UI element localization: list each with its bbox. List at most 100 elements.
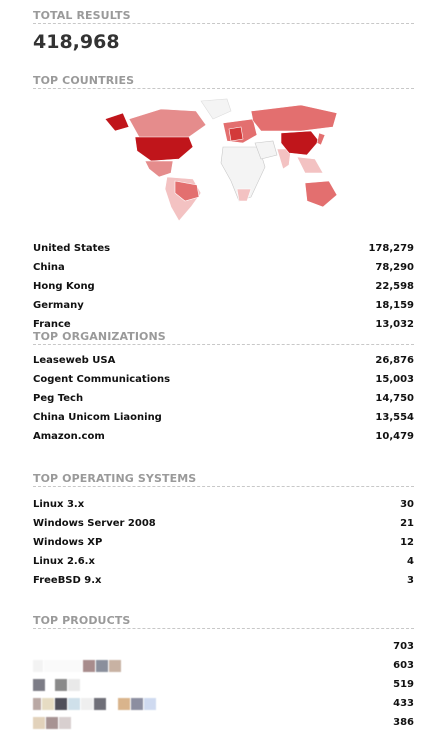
list-item[interactable]: China 78,290 bbox=[33, 258, 414, 277]
pixel-block bbox=[33, 678, 45, 691]
organization-count: 13,554 bbox=[375, 412, 414, 423]
os-name[interactable]: Linux 3.x bbox=[33, 499, 85, 510]
map-region-middle-east[interactable] bbox=[254, 140, 278, 160]
list-item[interactable]: Hong Kong 22,598 bbox=[33, 277, 414, 296]
pixel-block bbox=[55, 697, 67, 710]
map-region-alaska[interactable] bbox=[104, 112, 130, 132]
organization-count: 10,479 bbox=[375, 431, 414, 442]
pixel-block bbox=[83, 659, 95, 672]
top-organizations-section: TOP ORGANIZATIONS Leaseweb USA 26,876 Co… bbox=[33, 329, 414, 446]
product-count: 519 bbox=[393, 679, 414, 690]
map-region-russia[interactable] bbox=[250, 104, 338, 132]
os-list: Linux 3.x 30 Windows Server 2008 21 Wind… bbox=[33, 495, 414, 590]
product-count: 386 bbox=[393, 717, 414, 728]
os-name[interactable]: Windows Server 2008 bbox=[33, 518, 156, 529]
list-item[interactable]: Germany 18,159 bbox=[33, 296, 414, 315]
country-count: 78,290 bbox=[375, 262, 414, 273]
map-region-south-africa[interactable] bbox=[236, 188, 252, 202]
world-map bbox=[101, 97, 341, 225]
product-count: 703 bbox=[393, 641, 414, 652]
list-item[interactable]: Linux 2.6.x 4 bbox=[33, 552, 414, 571]
pixel-block bbox=[131, 697, 143, 710]
product-count: 603 bbox=[393, 660, 414, 671]
list-item[interactable]: Peg Tech 14,750 bbox=[33, 389, 414, 408]
divider bbox=[33, 88, 414, 89]
list-item[interactable]: Windows XP 12 bbox=[33, 533, 414, 552]
list-item[interactable]: Windows Server 2008 21 bbox=[33, 514, 414, 533]
pixel-block bbox=[59, 716, 71, 729]
map-region-southeast-asia[interactable] bbox=[296, 156, 324, 174]
country-name[interactable]: France bbox=[33, 319, 71, 330]
pixel-block bbox=[55, 678, 67, 691]
divider bbox=[33, 486, 414, 487]
map-region-australia[interactable] bbox=[304, 180, 338, 208]
pixel-block bbox=[33, 659, 43, 672]
pixel-block bbox=[96, 659, 108, 672]
map-region-japan[interactable] bbox=[316, 132, 326, 146]
products-list: 703 603 519 bbox=[33, 637, 414, 732]
os-name[interactable]: FreeBSD 9.x bbox=[33, 575, 102, 586]
organization-name[interactable]: Amazon.com bbox=[33, 431, 105, 442]
divider bbox=[33, 344, 414, 345]
os-count: 21 bbox=[400, 518, 414, 529]
organizations-list: Leaseweb USA 26,876 Cogent Communication… bbox=[33, 351, 414, 446]
total-results-title: TOTAL RESULTS bbox=[33, 9, 131, 22]
list-item[interactable]: Amazon.com 10,479 bbox=[33, 427, 414, 446]
country-count: 178,279 bbox=[368, 243, 414, 254]
redacted-product-name bbox=[33, 678, 81, 692]
os-name[interactable]: Windows XP bbox=[33, 537, 103, 548]
country-count: 18,159 bbox=[375, 300, 414, 311]
country-name[interactable]: Germany bbox=[33, 300, 84, 311]
list-item[interactable]: France 13,032 bbox=[33, 315, 414, 334]
organization-name[interactable]: China Unicom Liaoning bbox=[33, 412, 162, 423]
country-count: 22,598 bbox=[375, 281, 414, 292]
organization-count: 26,876 bbox=[375, 355, 414, 366]
organization-name[interactable]: Leaseweb USA bbox=[33, 355, 116, 366]
list-item[interactable]: United States 178,279 bbox=[33, 239, 414, 258]
pixel-block bbox=[42, 697, 54, 710]
top-organizations-title: TOP ORGANIZATIONS bbox=[33, 330, 166, 343]
list-item[interactable]: Cogent Communications 15,003 bbox=[33, 370, 414, 389]
map-region-canada[interactable] bbox=[128, 108, 207, 142]
map-region-china[interactable] bbox=[280, 130, 320, 156]
list-item[interactable]: Linux 3.x 30 bbox=[33, 495, 414, 514]
top-os-section: TOP OPERATING SYSTEMS Linux 3.x 30 Windo… bbox=[33, 471, 414, 590]
divider bbox=[33, 628, 414, 629]
pixel-block bbox=[33, 716, 45, 729]
country-name[interactable]: Hong Kong bbox=[33, 281, 95, 292]
os-count: 12 bbox=[400, 537, 414, 548]
list-item[interactable]: FreeBSD 9.x 3 bbox=[33, 571, 414, 590]
world-map-graphic bbox=[104, 98, 338, 222]
redacted-product-name bbox=[33, 697, 157, 711]
map-region-brazil[interactable] bbox=[174, 180, 200, 202]
list-item[interactable]: China Unicom Liaoning 13,554 bbox=[33, 408, 414, 427]
redacted-product-name bbox=[33, 659, 122, 673]
map-region-united-states[interactable] bbox=[134, 136, 194, 162]
map-region-mexico[interactable] bbox=[144, 160, 174, 178]
map-region-greenland[interactable] bbox=[200, 98, 232, 120]
list-item[interactable]: Leaseweb USA 26,876 bbox=[33, 351, 414, 370]
country-name[interactable]: China bbox=[33, 262, 65, 273]
country-name[interactable]: United States bbox=[33, 243, 111, 254]
organization-name[interactable]: Cogent Communications bbox=[33, 374, 171, 385]
product-count: 433 bbox=[393, 698, 414, 709]
organization-count: 14,750 bbox=[375, 393, 414, 404]
os-count: 3 bbox=[407, 575, 414, 586]
total-results-value: 418,968 bbox=[33, 31, 120, 53]
country-count: 13,032 bbox=[375, 319, 414, 330]
os-count: 4 bbox=[407, 556, 414, 567]
list-item[interactable]: 433 bbox=[33, 694, 414, 713]
list-item[interactable]: 519 bbox=[33, 675, 414, 694]
map-region-germany-france[interactable] bbox=[228, 126, 244, 142]
pixel-block bbox=[109, 659, 121, 672]
countries-list: United States 178,279 China 78,290 Hong … bbox=[33, 239, 414, 334]
pixel-block bbox=[68, 697, 80, 710]
os-name[interactable]: Linux 2.6.x bbox=[33, 556, 95, 567]
list-item[interactable]: 703 bbox=[33, 637, 414, 656]
pixel-block bbox=[94, 697, 106, 710]
list-item[interactable]: 603 bbox=[33, 656, 414, 675]
list-item[interactable]: 386 bbox=[33, 713, 414, 732]
organization-name[interactable]: Peg Tech bbox=[33, 393, 84, 404]
pixel-block bbox=[107, 697, 117, 710]
total-results-section: TOTAL RESULTS 418,968 bbox=[33, 8, 414, 52]
